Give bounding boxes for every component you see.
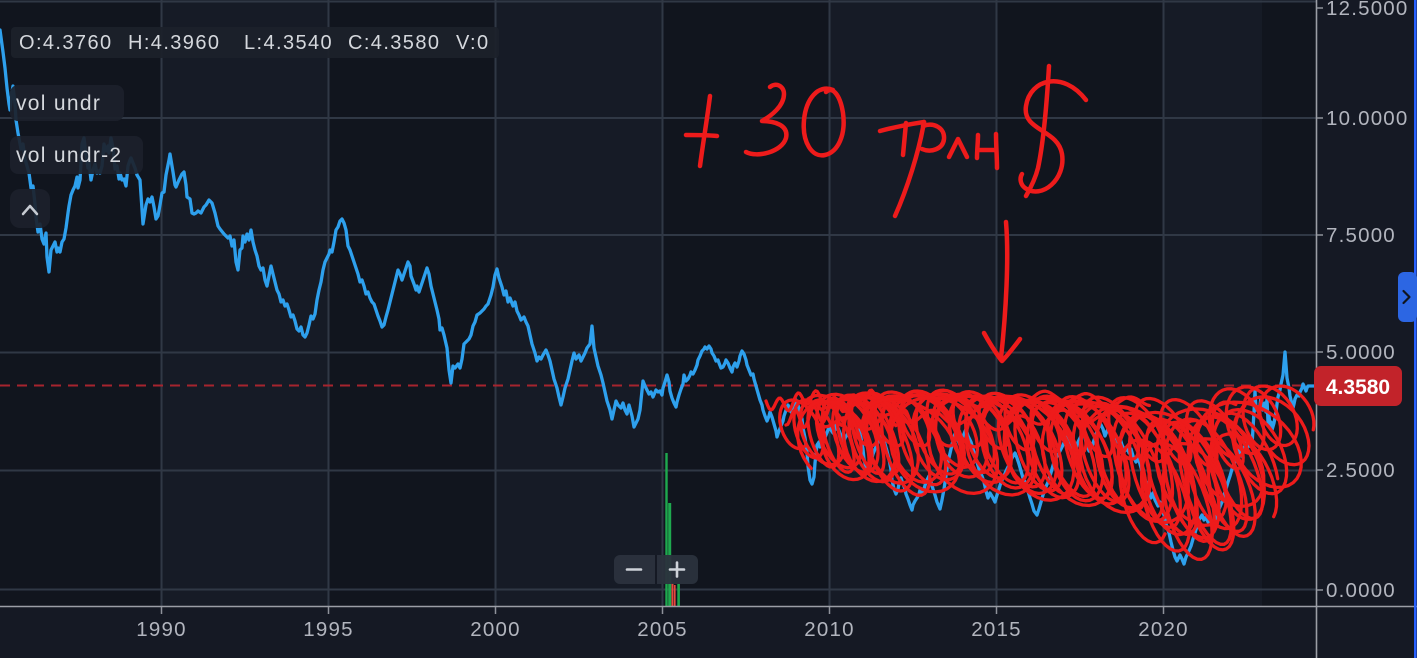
svg-text:V:0: V:0 (456, 32, 489, 54)
svg-text:2005: 2005 (637, 618, 687, 641)
svg-text:5.0000: 5.0000 (1326, 341, 1396, 364)
svg-text:10.0000: 10.0000 (1326, 107, 1409, 130)
svg-text:C:4.3580: C:4.3580 (348, 32, 440, 54)
svg-text:1995: 1995 (303, 618, 353, 641)
svg-text:12.5000: 12.5000 (1326, 0, 1409, 20)
svg-text:1990: 1990 (136, 618, 186, 641)
svg-text:4.3580: 4.3580 (1326, 376, 1390, 399)
svg-text:2015: 2015 (971, 618, 1021, 641)
svg-text:7.5000: 7.5000 (1326, 224, 1396, 247)
svg-text:2.5000: 2.5000 (1326, 459, 1396, 482)
svg-text:2000: 2000 (470, 618, 520, 641)
svg-text:vol undr-2: vol undr-2 (16, 144, 122, 167)
svg-text:0.0000: 0.0000 (1326, 579, 1396, 602)
svg-text:L:4.3540: L:4.3540 (244, 32, 333, 54)
svg-text:2020: 2020 (1138, 618, 1188, 641)
svg-text:H:4.3960: H:4.3960 (128, 32, 220, 54)
svg-text:2010: 2010 (804, 618, 854, 641)
svg-text:vol undr: vol undr (16, 92, 101, 115)
svg-text:O:4.3760: O:4.3760 (19, 32, 113, 54)
